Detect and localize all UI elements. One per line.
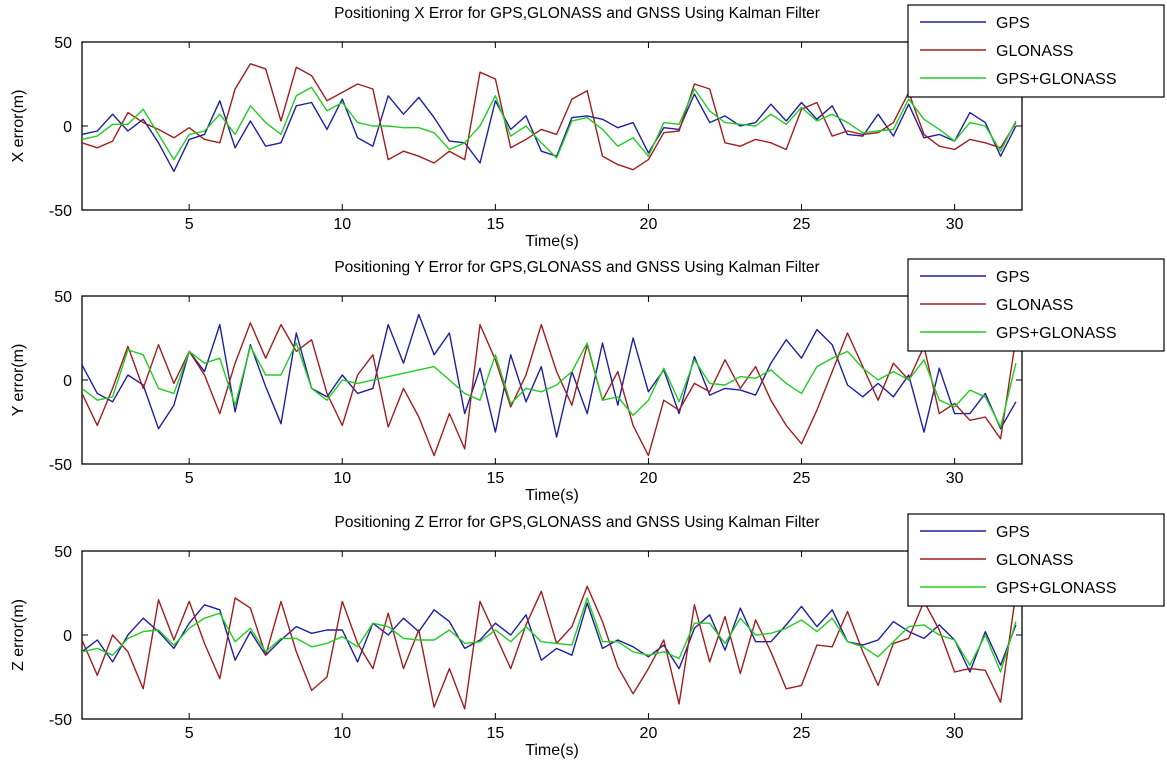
x-tick-label: 30 [946, 216, 964, 233]
y-tick-label: 0 [63, 119, 72, 136]
x-tick-label: 10 [333, 216, 351, 233]
series-line-gps-plus-glonass [82, 597, 1017, 673]
x-tick-label: 25 [793, 725, 811, 742]
chart-title: Positioning X Error for GPS,GLONASS and … [334, 5, 820, 22]
x-tick-label: 25 [793, 470, 811, 487]
series-line-gps [82, 313, 1017, 438]
x-axis-label: Time(s) [525, 742, 579, 759]
chart-title: Positioning Z Error for GPS,GLONASS and … [335, 514, 820, 531]
x-tick-label: 15 [486, 470, 504, 487]
series-line-glonass [82, 322, 1017, 457]
series-group-z [82, 585, 1017, 710]
legend-label: GLONASS [996, 297, 1073, 314]
x-tick-label: 20 [640, 725, 658, 742]
legend-box-z [907, 513, 1165, 607]
y-axis-label: X error(m) [10, 90, 27, 163]
y-tick-label: -50 [49, 457, 72, 474]
x-tick-label: 30 [946, 725, 964, 742]
x-tick-label: 15 [486, 725, 504, 742]
y-tick-label: 50 [54, 544, 72, 561]
x-tick-label: 20 [640, 216, 658, 233]
x-tick-label: 20 [640, 470, 658, 487]
legend-label: GPS+GLONASS [996, 580, 1117, 597]
x-tick-label: 5 [185, 470, 194, 487]
legend-label: GPS+GLONASS [996, 325, 1117, 342]
y-tick-label: 50 [54, 289, 72, 306]
legend-box-x [907, 4, 1165, 98]
panel-y: 5 10 15 20 25 30 -50 0 50 Positioning Y Error for… [10, 258, 1165, 504]
legend-label: GLONASS [996, 43, 1073, 60]
legend-label: GPS+GLONASS [996, 71, 1117, 88]
y-tick-label: 50 [54, 35, 72, 52]
series-group-x [82, 63, 1017, 173]
x-tick-label: 30 [946, 470, 964, 487]
legend-label: GLONASS [996, 552, 1073, 569]
panel-x: 5 10 15 20 25 30 -50 0 50 Positioning X Error for… [10, 4, 1165, 250]
x-tick-label: 5 [185, 216, 194, 233]
chart-title: Positioning Y Error for GPS,GLONASS and … [334, 259, 819, 276]
series-line-gps [82, 93, 1017, 173]
y-axis-label: Y error(m) [10, 344, 27, 417]
x-axis-label: Time(s) [525, 233, 579, 250]
series-group-y [82, 313, 1017, 457]
plot-frame-z [81, 550, 1023, 720]
series-line-glonass [82, 585, 1017, 710]
legend-label: GPS [996, 15, 1030, 32]
series-line-gps-plus-glonass [82, 86, 1017, 161]
y-tick-label: 0 [63, 373, 72, 390]
x-axis-label: Time(s) [525, 487, 579, 504]
x-tick-label: 25 [793, 216, 811, 233]
series-line-glonass [82, 63, 1017, 171]
legend-label: GPS [996, 524, 1030, 541]
legend-label: GPS [996, 269, 1030, 286]
series-line-gps-plus-glonass [82, 342, 1017, 428]
y-tick-label: -50 [49, 203, 72, 220]
legend-box-y [907, 258, 1165, 352]
x-tick-label: 10 [333, 470, 351, 487]
x-tick-label: 10 [333, 725, 351, 742]
y-tick-label: 0 [63, 628, 72, 645]
plot-frame-x [81, 41, 1023, 211]
plot-frame-y [81, 295, 1023, 465]
x-tick-label: 15 [486, 216, 504, 233]
y-tick-label: -50 [49, 712, 72, 729]
y-axis-label: Z error(m) [10, 599, 27, 671]
panel-z: 5 10 15 20 25 30 -50 0 50 Positioning Z Error for… [10, 513, 1165, 759]
x-tick-label: 5 [185, 725, 194, 742]
